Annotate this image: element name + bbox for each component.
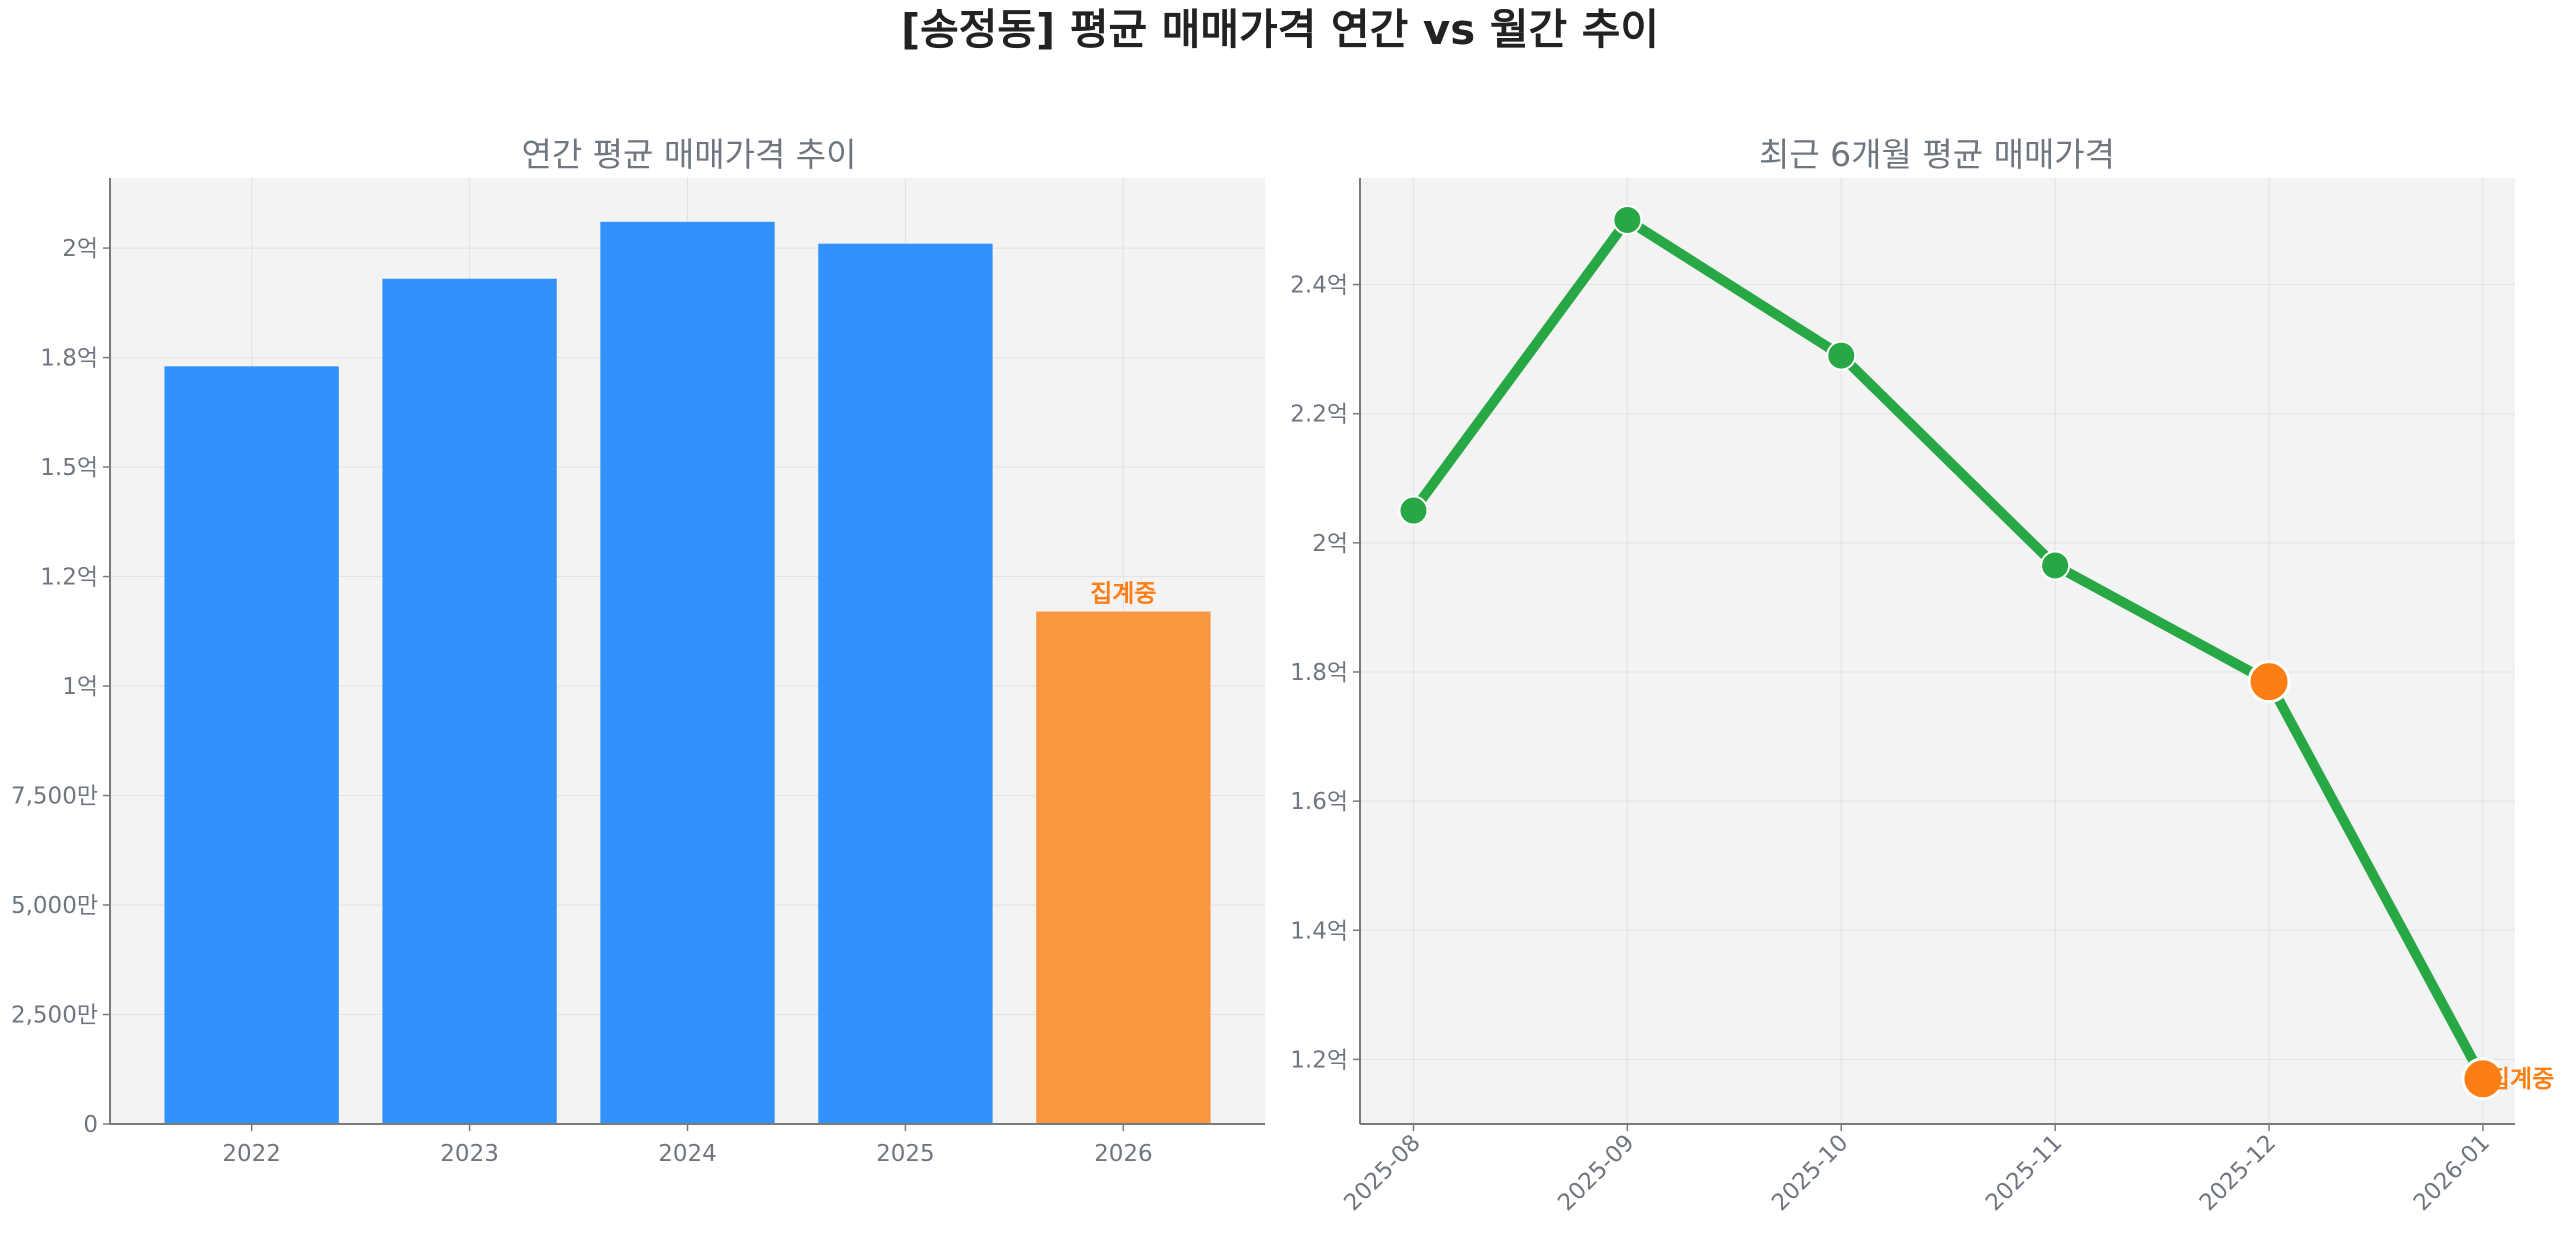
x-tick-label: 2026-01 <box>2409 1130 2495 1216</box>
y-tick-label: 2,500만 <box>11 1003 98 1029</box>
x-tick-label: 2024 <box>658 1141 717 1167</box>
point-2025-08 <box>1398 495 1429 526</box>
y-tick-label: 0 <box>83 1112 98 1138</box>
x-tick-label: 2025-09 <box>1553 1130 1639 1216</box>
y-tick-label: 1.4억 <box>1290 918 1348 944</box>
x-tick-label: 2022 <box>222 1141 281 1167</box>
bar-2024 <box>600 221 775 1125</box>
point-2025-11 <box>2040 550 2071 581</box>
bar-2022 <box>164 366 339 1124</box>
y-tick-label: 5,000만 <box>11 893 98 919</box>
y-tick-label: 2.4억 <box>1290 273 1348 299</box>
y-tick-label: 1억 <box>62 674 98 700</box>
y-tick-label: 1.5억 <box>40 455 98 481</box>
y-tick-label: 1.2억 <box>1290 1047 1348 1073</box>
main-title: [송정동] 평균 매매가격 연간 vs 월간 추이 <box>900 5 1660 54</box>
x-tick-label: 2025-10 <box>1767 1130 1853 1216</box>
point-annotation: 집계중 <box>2488 1065 2554 1093</box>
y-tick-label: 1.2억 <box>40 565 98 591</box>
bar-2025 <box>818 243 993 1124</box>
monthly-line-chart: 최근 6개월 평균 매매가격 1.2억 1.4억 1.6억 1.8억 2억 2.2억 2.4… <box>1290 135 2554 1216</box>
x-tick-label: 2023 <box>440 1141 499 1167</box>
series-line <box>1408 214 2488 1084</box>
point-2025-10 <box>1826 340 1857 371</box>
x-tick-label: 2025 <box>876 1141 935 1167</box>
y-tick-label: 1.8억 <box>1290 660 1348 686</box>
bar-annotation: 집계중 <box>1090 580 1156 608</box>
annual-bar-chart: 연간 평균 매매가격 추이 0 2,500만 5,000만 7,500만 1억 1.2억 1… <box>11 135 1265 1167</box>
x-tick-label: 2025-08 <box>1339 1130 1425 1216</box>
y-tick-label: 2억 <box>62 236 98 262</box>
x-tick-label: 2025-12 <box>2195 1130 2281 1216</box>
bar-2023 <box>382 278 557 1125</box>
y-tick-label: 2.2억 <box>1290 402 1348 428</box>
monthly-chart-title: 최근 6개월 평균 매매가격 <box>1759 135 2115 174</box>
point-2025-12 <box>2247 660 2291 704</box>
y-tick-label: 1.6억 <box>1290 789 1348 815</box>
y-tick-label: 1.8억 <box>40 346 98 372</box>
x-tick-label: 2026 <box>1094 1141 1153 1167</box>
x-tick-label: 2025-11 <box>1981 1130 2067 1216</box>
plot-area <box>1360 178 2515 1124</box>
y-tick-label: 7,500만 <box>11 784 98 810</box>
point-2026-01 <box>2461 1057 2505 1101</box>
annual-chart-title: 연간 평균 매매가격 추이 <box>521 135 856 174</box>
point-2025-09 <box>1612 204 1643 235</box>
y-tick-label: 2억 <box>1312 531 1348 557</box>
bar-2026 <box>1036 611 1211 1124</box>
